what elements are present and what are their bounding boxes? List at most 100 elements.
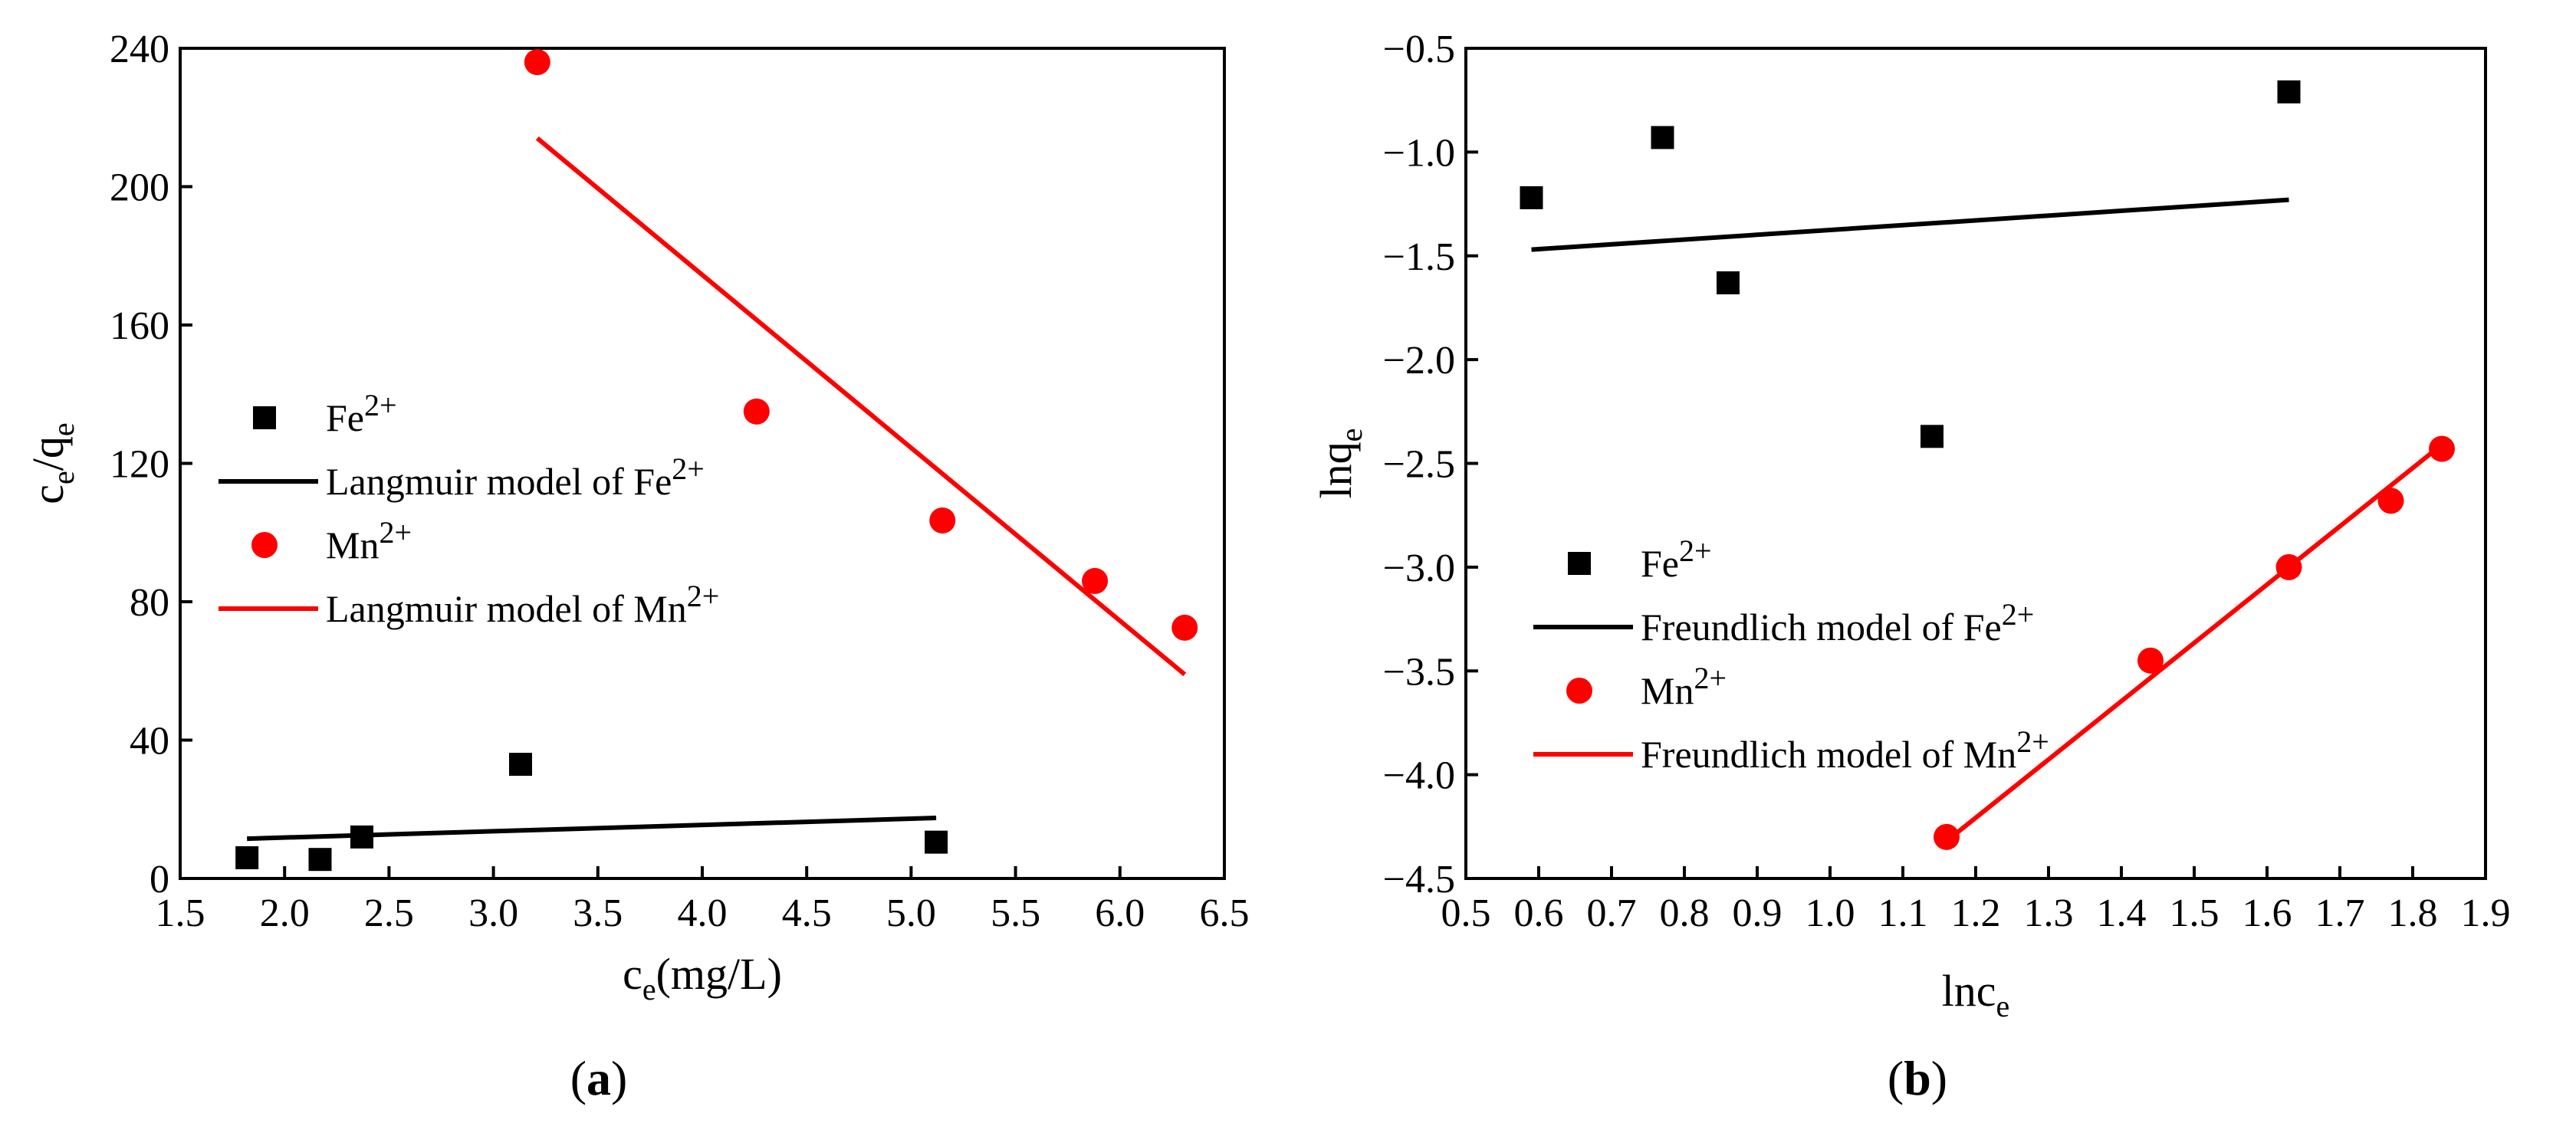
data-point-circle [1082,567,1109,594]
fit-line [1531,197,2289,252]
x-axis-label: ce(mg/L) [623,949,782,1006]
data-point-square [2277,80,2301,103]
data-point-circle [1934,823,1960,850]
x-tick-label: 5.0 [886,892,936,935]
legend-label-text: Freundlich model of Mn [1641,733,2016,776]
data-point-square [1520,186,1543,209]
legend-marker-square [253,406,276,429]
legend-label-text: Langmuir model of Mn [326,587,687,630]
y-tick-label: −3.5 [1383,650,1455,694]
y-axis-label: ce/qe [23,422,80,504]
fit-line [535,136,1187,677]
data-point-circle [2429,435,2455,462]
y-tick-label: −0.5 [1383,28,1455,71]
x-tick-label: 1.3 [2024,892,2074,935]
y-axis-label: lnqe [1311,429,1368,499]
x-label-rest: (mg/L) [656,949,782,999]
data-point-square [1651,126,1674,149]
x-tick-label: 1.5 [2170,892,2220,935]
fit-line [1945,442,2443,843]
y-label-part: c [23,484,73,504]
y-label-sub: e [1334,429,1368,442]
x-tick-label: 1.9 [2461,892,2511,935]
data-point-circle [1171,614,1198,641]
legend-label-text: Fe [326,396,364,439]
x-tick-label: 1.2 [1951,892,2001,935]
y-label-sub: e [46,471,80,484]
y-tick-label: −4.0 [1383,754,1455,798]
y-tick-label: −2.0 [1383,339,1455,383]
x-tick-label: 2.0 [260,892,310,935]
caption-paren: ( [570,1051,586,1105]
x-tick-label: 6.5 [1200,892,1250,935]
caption-letter: b [1904,1051,1931,1105]
legend-label-sup: 2+ [364,388,397,422]
x-tick-label: 6.0 [1095,892,1145,935]
data-point-square [1717,271,1740,294]
legend-label: Mn2+ [326,515,412,566]
x-label-main: c [623,949,642,999]
legend-marker-circle [251,532,278,558]
panel-caption: (a) [570,1051,628,1105]
y-tick-label: −4.5 [1383,858,1455,901]
y-tick-label: 240 [110,28,169,71]
legend-label: Fe2+ [1641,534,1712,585]
x-tick-label: 1.8 [2388,892,2438,935]
y-tick-label: −3.0 [1383,547,1455,590]
y-tick-label: −1.5 [1383,235,1455,279]
x-label-sub: e [1996,989,2010,1023]
panel-caption: (b) [1888,1051,1947,1105]
data-point-square [925,830,948,854]
y-tick-label: 120 [110,443,169,487]
legend-label-text: Mn [326,524,379,566]
caption-paren: ( [1888,1051,1904,1105]
legend-label-sup: 2+ [1694,661,1727,695]
data-point-square [308,848,332,872]
legend-label: Freundlich model of Fe2+ [1641,597,2034,649]
data-point-square [350,825,373,849]
x-tick-label: 0.9 [1733,892,1783,935]
x-tick-label: 1.6 [2242,892,2292,935]
data-point-circle [743,398,770,425]
x-tick-label: 4.5 [782,892,832,935]
legend-label-sup: 2+ [379,515,412,550]
y-label-part: /q [23,436,73,471]
x-tick-label: 0.8 [1660,892,1710,935]
panel-a: 1.5 2.0 2.5 3.0 3.5 4.0 4.5 5.0 5.5 6.0 6.5 0 40 80 12… [23,28,1250,1105]
legend-label-text: Freundlich model of Fe [1641,606,2002,649]
data-point-circle [2377,488,2404,514]
y-tick-label: 160 [110,304,169,348]
x-label-sub: e [642,972,656,1006]
data-point-circle [2275,553,2302,580]
y-tick-label: −1.0 [1383,131,1455,175]
legend-label-text: Fe [1641,542,1679,585]
caption-paren: ) [611,1051,627,1105]
y-label-sub: e [46,422,80,436]
x-tick-label: 1.7 [2315,892,2365,935]
x-tick-label: 1.1 [1878,892,1928,935]
x-tick-label: 2.5 [364,892,414,935]
x-tick-label: 5.5 [991,892,1040,935]
x-tick-label: 3.0 [468,892,518,935]
legend-label-text: Mn [1641,669,1694,712]
legend-label-sup: 2+ [2002,597,2035,632]
x-tick-label: 0.7 [1587,892,1637,935]
legend-marker-square [1568,552,1591,575]
x-axis-label: lnce [1942,966,2010,1023]
x-tick-label: 1.0 [1806,892,1855,935]
y-tick-label: 200 [110,166,169,210]
legend-marker-circle [1566,678,1592,704]
legend-label-sup: 2+ [687,579,720,613]
x-tick-label: 0.5 [1441,892,1491,935]
data-point-circle [524,49,550,76]
x-label-main: lnc [1942,966,1996,1016]
legend-label-text: Langmuir model of Fe [326,460,672,503]
caption-paren: ) [1931,1051,1947,1105]
x-tick-label: 0.6 [1514,892,1564,935]
y-tick-label: 0 [150,858,169,901]
x-tick-label: 1.5 [156,892,205,935]
data-point-square [235,846,259,869]
legend-label-sup: 2+ [672,451,705,486]
y-tick-label: 40 [130,720,169,763]
